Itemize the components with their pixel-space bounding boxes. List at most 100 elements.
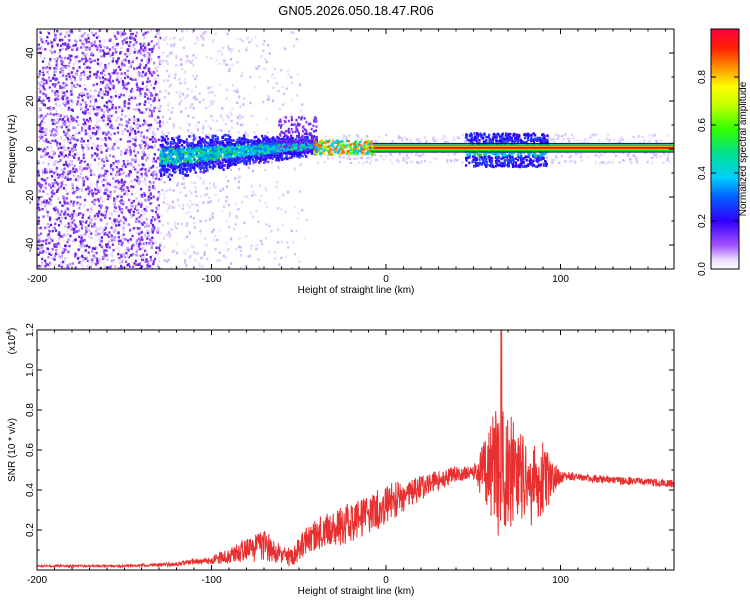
spectrogram-cell [106, 93, 109, 96]
spectrogram-cell [56, 208, 59, 212]
spectrogram-cell [101, 181, 104, 184]
spectrogram-cell [123, 226, 126, 229]
spectrogram-cell [122, 255, 125, 258]
spectrogram-cell [100, 174, 103, 177]
spectrogram-cell [146, 263, 149, 267]
spectrogram-cell [152, 47, 155, 50]
spectrogram-cell [192, 246, 195, 249]
spectrogram-cell [297, 139, 300, 143]
spectrogram-cell [64, 189, 67, 192]
spectrogram-cell [67, 106, 71, 110]
spectrogram-cell [109, 38, 112, 41]
spectrogram-cell [40, 80, 44, 84]
spectrogram-cell [150, 258, 153, 262]
spectrogram-cell [55, 67, 58, 70]
spectrogram-cell [264, 149, 267, 153]
spectrogram-cell [80, 144, 83, 147]
spectrogram-cell [80, 187, 83, 191]
spectrogram-cell [84, 162, 88, 165]
spectrogram-cell [52, 107, 55, 110]
spectrogram-cell [207, 153, 210, 156]
spectrogram-cell [279, 68, 283, 72]
spectrogram-cell [86, 208, 89, 212]
spectrogram-cell [39, 84, 42, 87]
spectrogram-cell [142, 49, 145, 52]
spectrogram-cell [125, 251, 128, 255]
spectrogram-cell [203, 162, 206, 165]
spectrogram-cell [82, 179, 86, 183]
spectrogram-cell [241, 123, 244, 127]
spectrogram-cell [150, 72, 153, 76]
spectrogram-cell [70, 81, 73, 85]
spectrogram-cell [250, 114, 253, 118]
spectrogram-cell [153, 127, 156, 131]
spectrogram-cell [144, 64, 148, 67]
spectrogram-cell [50, 149, 54, 153]
spectrogram-cell [59, 235, 62, 238]
spectrogram-cell [264, 154, 267, 157]
spectrogram-cell [82, 118, 85, 121]
spectrogram-cell [258, 161, 261, 164]
spectrogram-cell [88, 254, 92, 258]
spectrogram-cell [165, 121, 168, 124]
spectrogram-cell [65, 132, 68, 136]
spectrogram-cell [57, 242, 60, 245]
spectrogram-cell [41, 228, 44, 231]
spectrogram-cell [258, 199, 262, 202]
spectrogram-cell [99, 93, 102, 96]
spectrogram-cell [60, 60, 63, 63]
spectrogram-cell [186, 94, 189, 97]
spectrogram-cell [44, 169, 47, 173]
spectrogram-cell [265, 60, 268, 64]
spectrogram-cell [59, 159, 62, 162]
spectrogram-cell [99, 89, 102, 93]
spectrogram-cell [54, 93, 57, 97]
spectrogram-cell [70, 89, 73, 93]
spectrogram-cell [53, 120, 56, 123]
spectrogram-cell [59, 37, 62, 41]
spectrogram-cell [103, 52, 106, 55]
spectrogram-cell [305, 138, 308, 142]
spectrogram-cell [209, 86, 212, 89]
spectrogram-cell [141, 82, 144, 86]
spectrogram-cell [37, 169, 40, 173]
spectrogram-cell [93, 202, 96, 206]
spectrogram-cell [70, 73, 73, 77]
spectrogram-cell [302, 114, 305, 117]
spectrogram-cell [51, 107, 54, 111]
spectrogram-cell [169, 165, 172, 169]
spectrogram-cell [81, 264, 85, 268]
spectrogram-cell [74, 168, 77, 171]
spectrogram-cell [97, 238, 100, 242]
spectrogram-cell [128, 44, 131, 48]
spectrogram-cell [187, 157, 190, 160]
spectrogram-cell [174, 73, 177, 76]
spectrogram-cell [111, 60, 114, 63]
spectrogram-cell [83, 254, 86, 257]
spectrogram-cell [293, 44, 296, 48]
spectrogram-cell [271, 143, 274, 146]
spectrogram-cell [98, 119, 102, 123]
spectrogram-cell [143, 119, 146, 123]
spectrogram-cell [262, 139, 265, 142]
spectrogram-cell [98, 210, 101, 213]
spectrogram-cell [157, 138, 160, 142]
spectrogram-cell [224, 148, 227, 151]
spectrogram-cell [58, 161, 61, 165]
spectrogram-cell [89, 221, 92, 225]
spectrogram-cell [85, 53, 88, 56]
spectrogram-cell [192, 148, 195, 151]
spectrogram-cell [212, 99, 215, 103]
spectrogram-cell [113, 44, 116, 47]
spectrogram-cell [67, 139, 70, 142]
spectrogram-cell [45, 140, 48, 143]
spectrogram-cell [44, 205, 47, 209]
spectrogram-cell [186, 148, 189, 152]
spectrogram-cell [124, 114, 127, 118]
spectrogram-cell [123, 192, 126, 196]
spectrogram-cell [90, 156, 93, 159]
spectrogram-cell [205, 133, 208, 137]
spectrogram-cell [108, 231, 111, 234]
spectrogram-cell [152, 181, 155, 184]
spectrogram-cell [295, 141, 298, 144]
